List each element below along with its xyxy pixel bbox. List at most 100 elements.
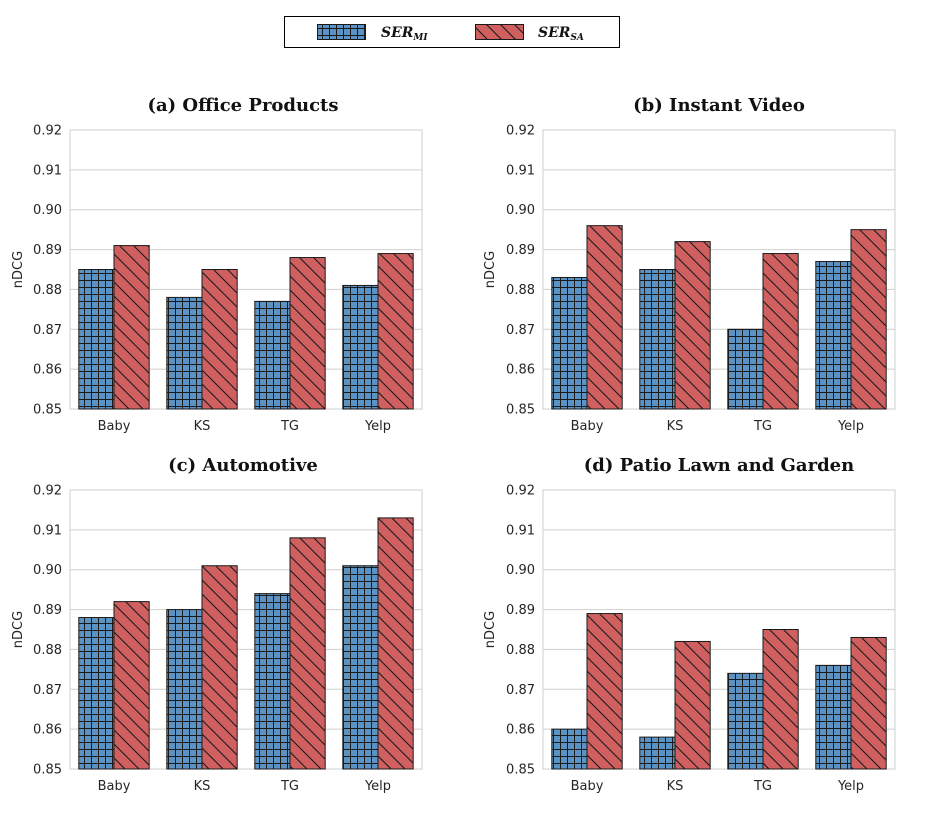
y-tick-label: 0.91 xyxy=(506,523,535,538)
x-tick-label: Baby xyxy=(571,779,604,794)
bar-ser-mi xyxy=(166,296,203,410)
legend-swatch-sa xyxy=(475,24,524,40)
x-tick-label: KS xyxy=(667,419,684,434)
y-tick-label: 0.86 xyxy=(506,363,535,378)
plot-frame xyxy=(542,129,896,410)
x-tick-label: TG xyxy=(753,419,772,434)
plot-frame xyxy=(69,129,423,410)
y-tick-label: 0.87 xyxy=(33,683,62,698)
legend-label-sa: SERSA xyxy=(538,25,584,43)
panel-patio-lawn-garden: 0.85 0.86 0.87 0.88 0.89 0.90 0.91 0.92 Baby KS TG… xyxy=(483,455,896,794)
y-tick-label: 0.87 xyxy=(506,323,535,338)
y-tick-label: 0.89 xyxy=(33,243,62,258)
y-tick-label: 0.90 xyxy=(33,203,62,218)
panel-title: (b) Instant Video xyxy=(633,95,805,116)
panel-title: (a) Office Products xyxy=(147,95,338,116)
panel-office-products: 0.85 0.86 0.87 0.88 0.89 0.90 0.91 0.92 Baby KS TG… xyxy=(11,95,423,434)
y-tick-label: 0.92 xyxy=(33,484,62,499)
panel-automotive: 0.85 0.86 0.87 0.88 0.89 0.90 0.91 0.92 Baby KS TG… xyxy=(11,455,423,794)
y-tick-label: 0.86 xyxy=(506,723,535,738)
y-axis-label: nDCG xyxy=(11,251,26,288)
x-tick-label: Baby xyxy=(98,779,131,794)
bar-ser-sa xyxy=(586,613,623,770)
x-tick-label: Yelp xyxy=(837,779,864,794)
y-axis-label: nDCG xyxy=(483,611,498,648)
bar-ser-sa xyxy=(377,517,414,770)
bar-ser-mi xyxy=(254,593,291,770)
bar-ser-mi xyxy=(815,664,852,770)
y-tick-label: 0.88 xyxy=(33,643,62,658)
bar-ser-mi xyxy=(78,269,115,410)
y-tick-label: 0.86 xyxy=(33,723,62,738)
y-tick-label: 0.87 xyxy=(506,683,535,698)
bar-ser-mi xyxy=(727,672,764,770)
legend-label-mi: SERMI xyxy=(381,25,428,43)
x-tick-label: TG xyxy=(280,419,299,434)
y-tick-label: 0.88 xyxy=(506,643,535,658)
bar-ser-mi xyxy=(166,609,203,770)
x-tick-label: KS xyxy=(194,419,211,434)
y-axis-label: nDCG xyxy=(483,251,498,288)
bar-ser-sa xyxy=(586,225,623,410)
y-tick-label: 0.89 xyxy=(506,243,535,258)
y-tick-label: 0.92 xyxy=(33,124,62,139)
bar-ser-mi xyxy=(815,261,852,410)
x-tick-label: Yelp xyxy=(364,779,391,794)
y-tick-label: 0.91 xyxy=(33,163,62,178)
y-tick-label: 0.85 xyxy=(506,403,535,418)
y-tick-label: 0.88 xyxy=(33,283,62,298)
panel-instant-video: 0.85 0.86 0.87 0.88 0.89 0.90 0.91 0.92 Baby KS TG… xyxy=(483,95,896,434)
x-tick-label: KS xyxy=(194,779,211,794)
bar-ser-mi xyxy=(254,300,291,410)
bar-ser-mi xyxy=(639,269,676,410)
y-tick-label: 0.90 xyxy=(506,203,535,218)
bar-ser-sa xyxy=(113,245,150,410)
y-tick-label: 0.90 xyxy=(33,563,62,578)
bar-ser-sa xyxy=(201,565,238,770)
x-tick-label: Yelp xyxy=(837,419,864,434)
plot-frame xyxy=(542,489,896,770)
bar-ser-sa xyxy=(762,253,799,410)
x-tick-label: Yelp xyxy=(364,419,391,434)
bar-ser-mi xyxy=(342,284,379,410)
y-tick-label: 0.87 xyxy=(33,323,62,338)
bar-ser-sa xyxy=(674,241,711,410)
bar-ser-sa xyxy=(289,537,326,770)
plot-frame xyxy=(69,489,423,770)
bar-ser-sa xyxy=(850,229,887,410)
bar-ser-sa xyxy=(762,629,799,770)
y-tick-label: 0.88 xyxy=(506,283,535,298)
panel-title: (c) Automotive xyxy=(168,455,318,476)
y-tick-label: 0.91 xyxy=(506,163,535,178)
bar-ser-mi xyxy=(342,565,379,770)
bar-ser-mi xyxy=(551,728,588,770)
y-tick-label: 0.85 xyxy=(33,403,62,418)
y-tick-label: 0.92 xyxy=(506,484,535,499)
bar-ser-sa xyxy=(377,253,414,410)
y-tick-label: 0.86 xyxy=(33,363,62,378)
bar-ser-sa xyxy=(113,601,150,770)
x-tick-label: TG xyxy=(753,779,772,794)
y-tick-label: 0.85 xyxy=(506,763,535,778)
bar-ser-sa xyxy=(201,269,238,410)
bar-ser-sa xyxy=(289,257,326,410)
y-tick-label: 0.85 xyxy=(33,763,62,778)
bar-ser-mi xyxy=(78,617,115,770)
legend-swatch-mi xyxy=(317,24,366,40)
x-tick-label: Baby xyxy=(98,419,131,434)
legend: SERMI SERSA xyxy=(284,16,620,48)
x-tick-label: Baby xyxy=(571,419,604,434)
bar-ser-mi xyxy=(551,276,588,410)
y-tick-label: 0.91 xyxy=(33,523,62,538)
y-tick-label: 0.89 xyxy=(33,603,62,618)
bar-ser-sa xyxy=(674,640,711,770)
y-tick-label: 0.92 xyxy=(506,124,535,139)
y-tick-label: 0.90 xyxy=(506,563,535,578)
x-tick-label: TG xyxy=(280,779,299,794)
bar-ser-sa xyxy=(850,636,887,770)
bar-ser-mi xyxy=(639,736,676,770)
x-tick-label: KS xyxy=(667,779,684,794)
y-axis-label: nDCG xyxy=(11,611,26,648)
panel-title: (d) Patio Lawn and Garden xyxy=(584,455,854,476)
